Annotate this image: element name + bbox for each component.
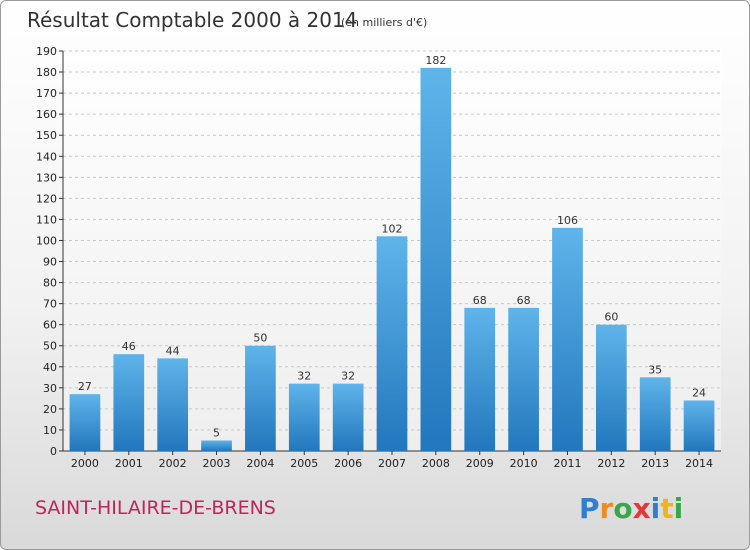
y-tick-label: 110	[36, 213, 57, 226]
y-tick-label: 70	[43, 298, 57, 311]
y-tick-label: 160	[36, 108, 57, 121]
x-tick-label: 2010	[510, 457, 538, 470]
plot-area: 0 10 20 30 40 50 60 70 80 90 100 110 120 130 140 150 160…	[36, 45, 721, 470]
bar-value-label: 46	[122, 340, 136, 353]
bar	[288, 383, 320, 451]
bar	[201, 440, 232, 451]
commune-name: SAINT-HILAIRE-DE-BRENS	[35, 497, 276, 519]
y-tick-label: 90	[43, 256, 57, 269]
y-tick-label: 170	[36, 87, 57, 100]
x-tick-label: 2003	[203, 457, 231, 470]
x-tick-label: 2011	[553, 457, 581, 470]
x-tick-label: 2007	[378, 457, 406, 470]
x-tick-label: 2008	[422, 457, 450, 470]
y-tick-label: 50	[43, 340, 57, 353]
bar-value-label: 106	[557, 214, 578, 227]
bar	[639, 377, 671, 451]
bar	[376, 236, 408, 451]
bar-value-label: 27	[78, 380, 92, 393]
y-tick-label: 150	[36, 129, 57, 142]
bar-value-label: 60	[604, 311, 618, 324]
bar-value-label: 32	[297, 370, 311, 383]
bar	[332, 383, 364, 451]
x-tick-label: 2005	[290, 457, 318, 470]
y-tick-label: 140	[36, 150, 57, 163]
y-tick-label: 40	[43, 361, 57, 374]
x-tick-label: 2000	[71, 457, 99, 470]
bar	[508, 307, 539, 451]
bar	[552, 227, 583, 451]
x-tick-label: 2014	[685, 457, 713, 470]
bar-value-label: 102	[382, 222, 403, 235]
bar	[157, 358, 189, 451]
y-tick-label: 20	[43, 403, 57, 416]
y-tick-label: 30	[43, 382, 57, 395]
bar	[420, 67, 452, 451]
x-tick-label: 2001	[115, 457, 143, 470]
bar	[113, 354, 145, 451]
bar-value-label: 50	[253, 332, 267, 345]
y-tick-label: 190	[36, 45, 57, 58]
y-tick-label: 120	[36, 192, 57, 205]
bar	[464, 307, 496, 451]
bar-value-label: 68	[473, 294, 487, 307]
bar-value-label: 68	[517, 294, 531, 307]
bar-value-label: 32	[341, 370, 355, 383]
bar	[69, 394, 101, 451]
bar	[595, 324, 627, 451]
chart-unit: (en milliers d'€)	[341, 16, 427, 29]
x-tick-label: 2009	[466, 457, 494, 470]
proxiti-logo: Proxiti	[579, 492, 683, 525]
bar-value-label: 182	[425, 54, 446, 67]
y-tick-label: 80	[43, 277, 57, 290]
bar-value-label: 5	[213, 426, 220, 439]
y-tick-label: 0	[50, 445, 57, 458]
chart-title: Résultat Comptable 2000 à 2014	[27, 8, 357, 32]
y-tick-label: 10	[43, 424, 57, 437]
bar-value-label: 35	[648, 363, 662, 376]
y-tick-label: 60	[43, 319, 57, 332]
x-tick-label: 2006	[334, 457, 362, 470]
y-tick-label: 130	[36, 171, 57, 184]
bar	[245, 345, 276, 451]
y-tick-label: 180	[36, 66, 57, 79]
x-tick-label: 2013	[641, 457, 669, 470]
y-tick-label: 100	[36, 234, 57, 247]
logo-text: Proxiti	[579, 492, 683, 525]
bar-value-label: 24	[692, 386, 706, 399]
x-tick-label: 2012	[597, 457, 625, 470]
x-tick-label: 2004	[246, 457, 274, 470]
x-tick-label: 2002	[159, 457, 187, 470]
bar-value-label: 44	[166, 344, 180, 357]
bar	[683, 400, 715, 451]
